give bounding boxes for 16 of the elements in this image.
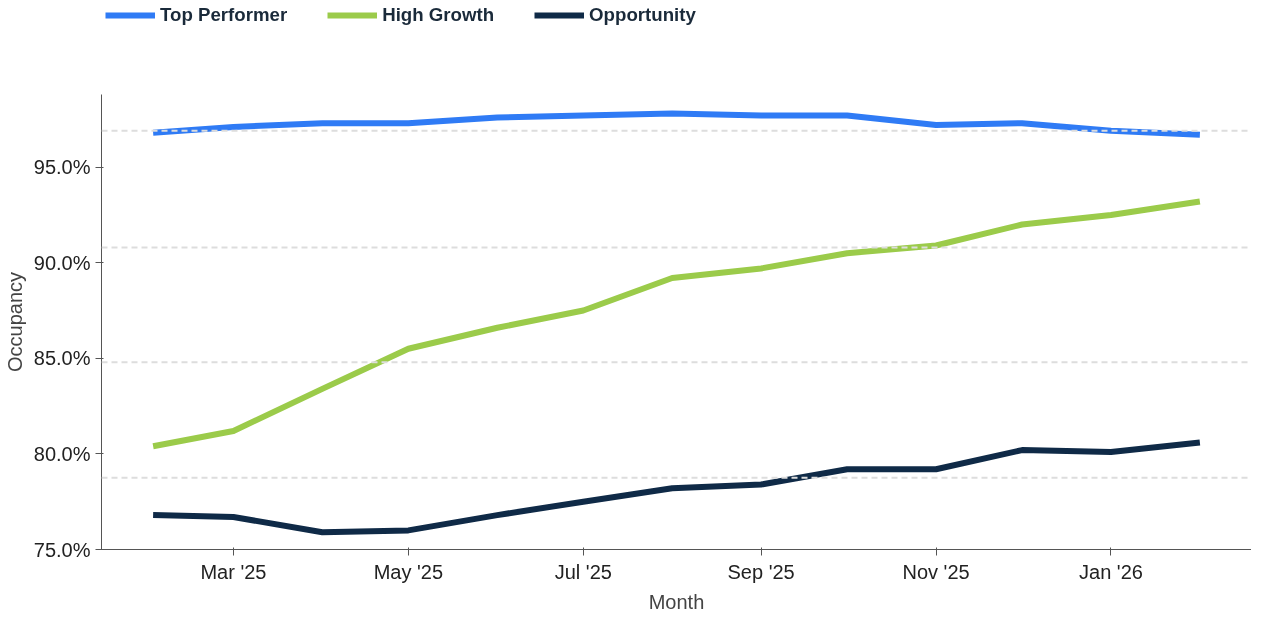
- x-tick-label: Sep '25: [727, 560, 795, 583]
- y-tick-label: 85.0%: [33, 347, 91, 370]
- legend-label: High Growth: [382, 4, 495, 26]
- legend-label: Opportunity: [589, 4, 696, 26]
- x-tick-label: Jan '26: [1079, 560, 1143, 583]
- y-axis-title: Occupancy: [3, 271, 26, 373]
- x-axis-title: Month: [648, 590, 705, 613]
- x-tick-label: May '25: [373, 560, 444, 583]
- x-tick-label: Mar '25: [200, 560, 267, 583]
- y-tick-label: 90.0%: [33, 251, 91, 274]
- y-tick-label: 80.0%: [33, 442, 91, 465]
- x-tick-label: Jul '25: [554, 560, 612, 583]
- y-tick-label: 75.0%: [33, 538, 91, 561]
- y-tick-label: 95.0%: [33, 156, 91, 179]
- legend-label: Top Performer: [160, 4, 288, 26]
- x-tick-label: Nov '25: [902, 560, 970, 583]
